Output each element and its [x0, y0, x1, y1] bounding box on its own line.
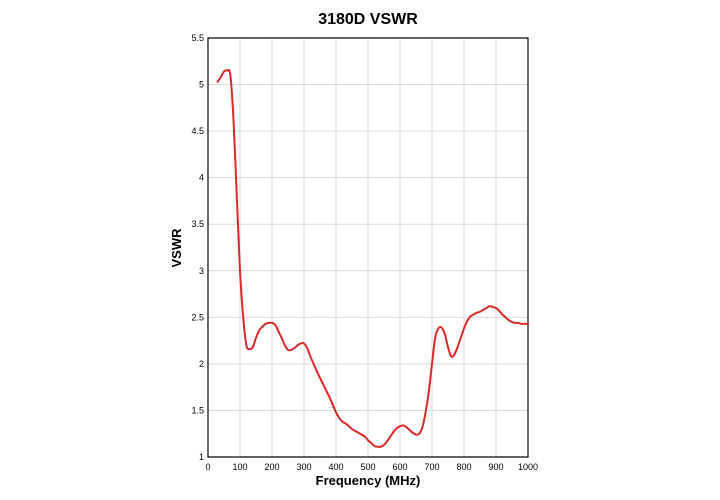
x-tick-label: 100 [232, 462, 247, 472]
y-tick-label: 3.5 [191, 219, 204, 229]
x-tick-label: 700 [424, 462, 439, 472]
y-tick-label: 5 [199, 80, 204, 90]
y-tick-label: 2.5 [191, 312, 204, 322]
x-tick-label: 800 [456, 462, 471, 472]
x-tick-label: 400 [328, 462, 343, 472]
vswr-series-line [216, 68, 529, 448]
chart-title: 3180D VSWR [318, 11, 418, 28]
x-tick-label: 500 [360, 462, 375, 472]
x-tick-label: 900 [488, 462, 503, 472]
y-axis-ticks: 1 1.5 2 2.5 3 3.5 4 4.5 5 5.5 [191, 33, 204, 462]
y-tick-label: 5.5 [191, 33, 204, 43]
y-tick-label: 4 [199, 173, 204, 183]
x-tick-label: 300 [296, 462, 311, 472]
plot-frame [207, 37, 529, 458]
y-tick-label: 1.5 [191, 405, 204, 415]
x-axis-label: Frequency (MHz) [316, 473, 421, 488]
x-tick-label: 200 [264, 462, 279, 472]
x-tick-label: 1000 [518, 462, 538, 472]
x-tick-label: 600 [392, 462, 407, 472]
y-tick-label: 2 [199, 359, 204, 369]
x-tick-label: 0 [205, 462, 210, 472]
x-axis-ticks: 0 100 200 300 400 500 600 700 800 900 1000 [205, 462, 538, 472]
grid [208, 38, 528, 457]
y-tick-label: 4.5 [191, 126, 204, 136]
y-tick-label: 1 [199, 452, 204, 462]
y-axis-label: VSWR [169, 228, 184, 268]
y-tick-label: 3 [199, 266, 204, 276]
